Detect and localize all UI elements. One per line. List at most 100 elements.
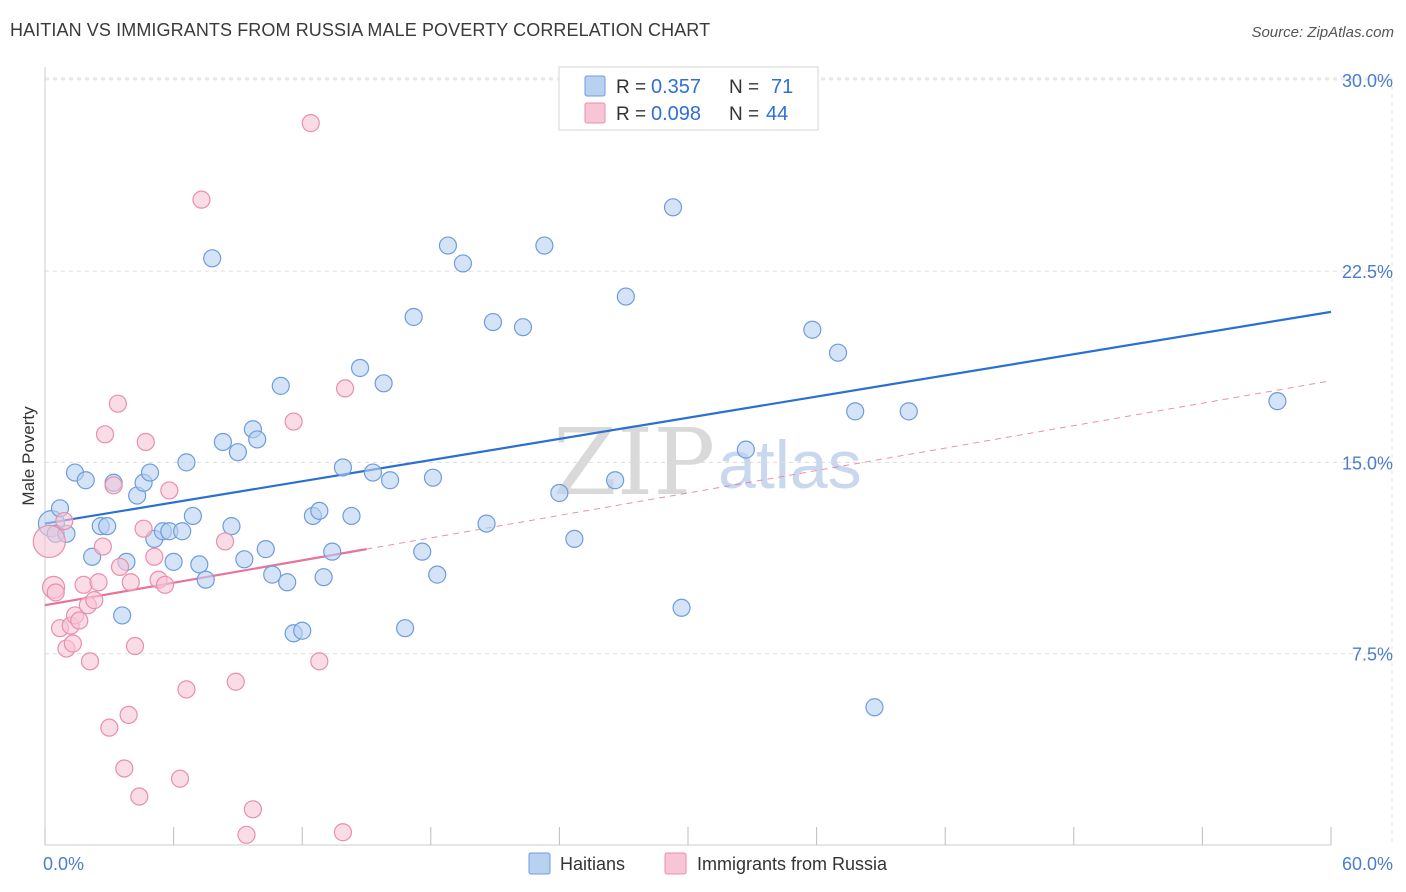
russia-point — [100, 718, 119, 737]
haitian-point — [899, 402, 918, 421]
haitian-point — [1268, 392, 1287, 411]
trend-line-haitians — [44, 310, 1332, 525]
haitian-point — [173, 522, 192, 541]
legend-swatch-haitians — [528, 852, 551, 875]
x-tick-labels: 0.0% 60.0% — [43, 854, 1393, 874]
haitian-point — [736, 440, 755, 459]
haitian-point — [323, 542, 342, 561]
russia-point — [80, 652, 100, 671]
haitian-point — [846, 402, 865, 421]
russia-point — [70, 611, 89, 630]
haitian-point — [190, 555, 209, 574]
y-tick-label: 15.0% — [1342, 453, 1393, 473]
haitian-point — [314, 568, 333, 587]
haitian-point — [293, 621, 312, 640]
russia-point — [170, 769, 190, 788]
russia-point — [160, 481, 179, 500]
y-tick-label: 7.5% — [1352, 645, 1393, 665]
haitian-point — [177, 453, 196, 472]
haitian-point — [203, 249, 222, 268]
haitian-point — [374, 374, 393, 393]
haitian-point — [483, 312, 503, 332]
russia-point — [155, 575, 175, 594]
haitian-point — [196, 570, 215, 589]
russia-point — [301, 114, 320, 133]
haitian-point — [164, 552, 183, 571]
haitian-point — [606, 471, 625, 490]
legend-label-haitians: Haitians — [560, 854, 625, 874]
y-axis-label: Male Poverty — [19, 406, 38, 506]
russia-point — [237, 825, 256, 844]
russia-point — [125, 636, 145, 656]
haitian-point — [865, 698, 884, 717]
haitian-point — [828, 343, 848, 362]
russia-point — [115, 759, 134, 778]
stats-swatch-russia — [584, 102, 606, 124]
watermark-zip: ZIP — [553, 409, 715, 516]
haitian-point — [565, 529, 584, 549]
haitian-point — [271, 376, 290, 395]
haitian-point — [213, 432, 232, 452]
stats-r-label-2: R = — [616, 104, 646, 125]
stats-box: R = 0.357 N = 71 R = 0.098 N = 44 — [558, 66, 819, 131]
haitian-point — [183, 506, 202, 526]
haitian-point — [380, 471, 400, 490]
russia-point — [104, 476, 123, 495]
haitian-point — [333, 458, 353, 477]
watermark-atlas: atlas — [718, 427, 862, 503]
trend-line-russia-dashed — [366, 380, 1332, 550]
russia-point — [108, 394, 127, 413]
haitian-point — [140, 463, 160, 482]
chart-title: HAITIAN VS IMMIGRANTS FROM RUSSIA MALE P… — [10, 20, 711, 40]
source-credit: Source: ZipAtlas.com — [1251, 24, 1394, 41]
stats-n-value-2: 44 — [766, 103, 788, 125]
haitian-point — [803, 320, 822, 339]
stats-n-label-1: N = — [729, 77, 759, 98]
haitian-point — [513, 318, 533, 337]
haitian-point — [477, 514, 496, 533]
haitian-point — [228, 443, 247, 462]
haitian-point — [616, 287, 635, 306]
stats-n-label-2: N = — [729, 104, 759, 125]
russia-point — [95, 425, 115, 444]
russia-point — [93, 537, 112, 556]
russia-point — [46, 583, 65, 602]
y-tick-label: 22.5% — [1342, 262, 1393, 282]
russia-point — [85, 591, 104, 610]
legend-swatch-russia — [664, 852, 687, 875]
haitian-point — [350, 358, 370, 378]
haitian-point — [113, 606, 132, 625]
russia-point — [63, 634, 82, 653]
russia-point — [32, 524, 66, 559]
haitian-point — [428, 565, 447, 584]
x-tick-label: 0.0% — [43, 854, 84, 874]
y-tick-labels: 7.5% 15.0% 22.5% 30.0% — [1342, 71, 1393, 665]
stats-n-value-1: 71 — [771, 76, 793, 98]
haitian-point — [256, 540, 275, 559]
haitian-point — [342, 506, 361, 526]
haitian-point — [248, 430, 267, 449]
russia-point — [119, 705, 138, 725]
axes — [44, 67, 1393, 846]
russia-point — [215, 532, 235, 551]
russia-point — [333, 823, 353, 842]
russia-point — [121, 573, 140, 592]
haitian-point — [413, 542, 432, 561]
haitian-point — [263, 565, 282, 584]
russia-point — [134, 519, 153, 538]
russia-point — [110, 557, 130, 577]
haitian-point — [310, 501, 329, 520]
stats-r-value-1: 0.357 — [651, 76, 701, 98]
y-tick-label: 30.0% — [1342, 71, 1393, 91]
haitian-point — [550, 483, 569, 503]
stats-r-value-2: 0.098 — [651, 103, 701, 125]
russia-point — [55, 511, 74, 531]
haitian-point — [663, 198, 683, 217]
x-tick-label: 60.0% — [1342, 854, 1393, 874]
russia-point — [226, 672, 245, 691]
legend-label-russia: Immigrants from Russia — [697, 854, 888, 874]
russia-point — [145, 547, 164, 566]
russia-point — [89, 573, 108, 592]
haitian-point — [278, 573, 297, 592]
